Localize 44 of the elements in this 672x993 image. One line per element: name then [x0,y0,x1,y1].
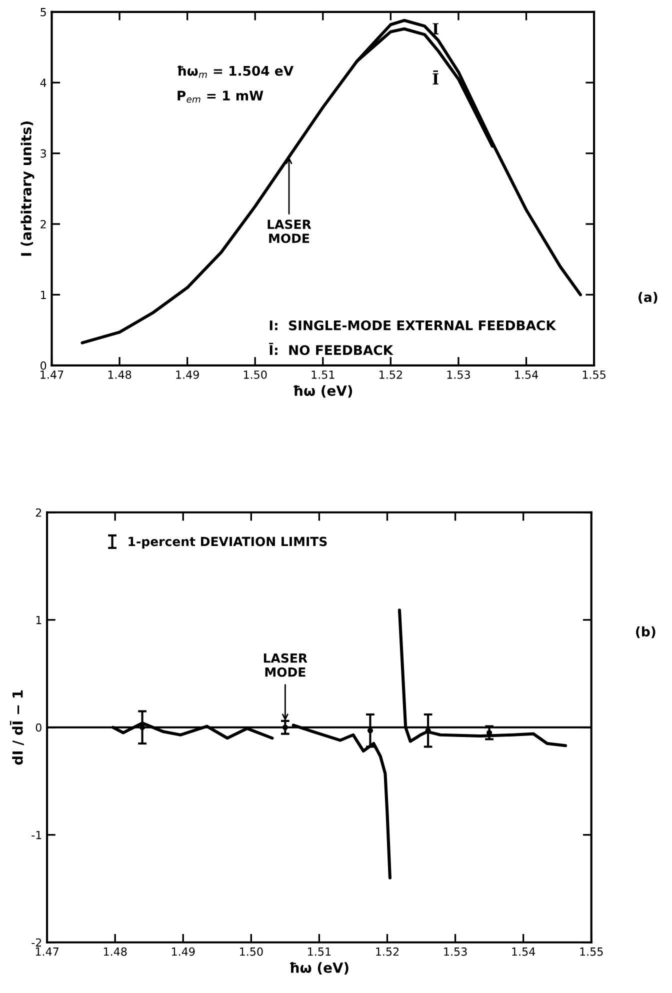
y-tick-label: -1 [32,830,42,840]
x-tick-label: 1.50 [240,947,263,956]
legend-label: 1-percent DEVIATION LIMITS [128,536,327,549]
x-tick-label: 1.47 [36,948,58,956]
y-tick-label: 5 [40,8,46,16]
x-tick-label: 1.51 [308,948,331,956]
x-tick-label: 1.54 [512,948,536,956]
x-tick-label: 1.48 [104,947,127,956]
x-tick-label: 1.49 [172,947,195,956]
x-tick-label: 1.55 [580,948,603,956]
y-tick-label: 2 [40,220,46,228]
x-tick-label: 1.52 [380,370,402,379]
x-tick-label: 1.48 [108,370,132,379]
y-tick-label: 1 [41,290,46,299]
x-tick-label: 1.55 [582,370,606,379]
annotation: Ī: NO FEEDBACK [269,342,394,356]
x-tick-label: 1.53 [444,947,467,956]
x-tick-label: 1.47 [40,370,64,379]
x-tick-label: 1.49 [176,370,199,379]
x-tick-label: 1.51 [312,370,334,379]
x-axis-title: ħω (eV) [294,385,352,398]
y-tick-label: 0 [40,361,46,370]
text: (b) [636,626,656,638]
x-axis-title: ħω (eV) [290,962,348,975]
y-tick-label: 0 [36,723,42,732]
y-axis-title: I (arbitrary units) [20,122,34,256]
y-tick-label: 2 [36,508,42,517]
series-label: I [432,23,438,34]
annotation: LASER MODE [264,653,308,677]
x-tick-label: 1.53 [447,370,470,379]
y-tick-label: 1 [36,616,42,624]
annotation: P$_{em}$ = 1 mW [178,90,264,103]
annotation: LASER MODE [268,220,312,244]
text: (a) [638,292,658,304]
x-tick-label: 1.54 [515,370,538,379]
x-tick-label: 1.52 [376,947,398,956]
y-tick-label: 3 [40,149,46,158]
y-tick-label: 4 [40,78,46,87]
y-axis-title: dI / dĪ − 1 [10,690,24,765]
annotation: ħω$_{m}$ = 1.504 eV [178,66,294,78]
y-tick-label: -2 [32,938,42,947]
x-tick-label: 1.50 [244,370,267,379]
series-label: Ī [432,70,438,84]
annotation: I: SINGLE-MODE EXTERNAL FEEDBACK [270,320,556,330]
